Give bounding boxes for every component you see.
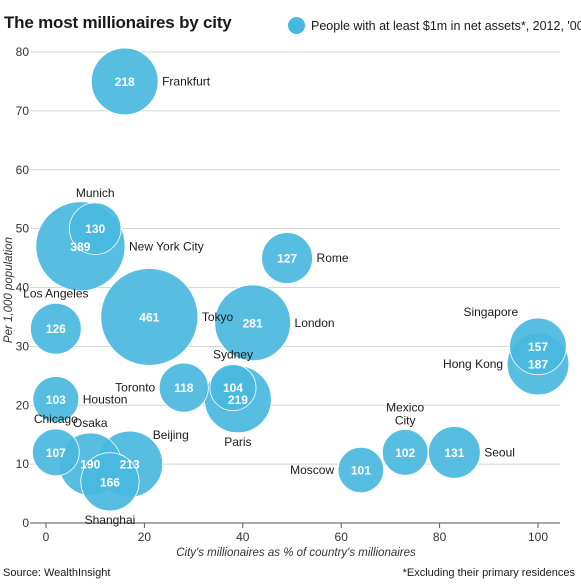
x-tick-80: 80 xyxy=(433,530,447,544)
city-label-shanghai: Shanghai xyxy=(85,513,136,527)
city-label-osaka: Osaka xyxy=(73,416,108,430)
bubble-value-munich: 130 xyxy=(85,222,105,236)
chart-title: The most millionaires by city xyxy=(4,13,232,32)
bubble-value-frankfurt: 218 xyxy=(115,75,135,89)
x-tick-0: 0 xyxy=(43,530,50,544)
city-label-london: London xyxy=(295,316,335,330)
y-axis-ticks: 0 10 20 30 40 50 60 70 80 xyxy=(16,45,30,530)
bubble-value-london: 281 xyxy=(243,316,263,330)
legend-label: People with at least $1m in net assets*,… xyxy=(311,18,581,33)
y-tick-0: 0 xyxy=(22,516,29,530)
bubble-mexico-city xyxy=(381,429,429,476)
bubble-singapore xyxy=(509,317,567,376)
city-label-seoul: Seoul xyxy=(484,445,515,459)
city-label-moscow: Moscow xyxy=(290,463,334,477)
bubble-chicago xyxy=(32,428,80,477)
bubble-value-hong-kong: 187 xyxy=(528,358,548,372)
bubble-value-rome: 127 xyxy=(277,252,297,266)
bubble-seoul xyxy=(428,426,481,479)
city-label-hong-kong: Hong Kong xyxy=(443,357,503,371)
bubble-los-angeles xyxy=(30,302,82,355)
x-tick-60: 60 xyxy=(335,530,349,544)
city-label-chicago: Chicago xyxy=(34,412,78,426)
city-label-tokyo: Tokyo xyxy=(202,310,234,324)
city-label-los-angeles: Los Angeles xyxy=(23,286,88,300)
bubble-houston xyxy=(32,376,80,423)
footnote: *Excluding their primary residences xyxy=(402,567,575,579)
bubble-value-osaka: 190 xyxy=(80,458,100,472)
bubble-rome xyxy=(261,232,313,284)
legend: People with at least $1m in net assets*,… xyxy=(288,17,581,34)
city-label-beijing: Beijing xyxy=(153,428,189,442)
y-tick-80: 80 xyxy=(16,45,30,59)
x-tick-40: 40 xyxy=(236,530,250,544)
city-label-houston: Houston xyxy=(83,392,128,406)
x-axis-ticks: 0 20 40 60 80 100 xyxy=(43,523,548,544)
y-tick-40: 40 xyxy=(16,281,30,295)
y-tick-50: 50 xyxy=(16,222,30,236)
y-tick-20: 20 xyxy=(16,398,30,412)
bubbles xyxy=(30,47,570,512)
x-tick-100: 100 xyxy=(528,530,548,544)
y-tick-30: 30 xyxy=(16,339,30,353)
x-axis-title: City's millionaires as % of country's mi… xyxy=(176,547,416,559)
bubble-tokyo xyxy=(100,268,199,366)
y-tick-10: 10 xyxy=(16,457,30,471)
bubble-value-chicago: 107 xyxy=(46,446,66,460)
bubble-value-los-angeles: 126 xyxy=(46,322,66,336)
bubble-toronto xyxy=(158,362,209,413)
y-tick-70: 70 xyxy=(16,104,30,118)
bubble-value-singapore: 157 xyxy=(528,340,548,354)
city-label-paris: Paris xyxy=(224,435,251,449)
source-note: Source: WealthInsight xyxy=(3,567,111,579)
bubble-value-toronto: 118 xyxy=(174,381,194,395)
city-label-new-york-city: New York City xyxy=(129,239,204,253)
legend-bubble-icon xyxy=(288,17,305,34)
bubble-sydney xyxy=(209,364,257,412)
city-label-frankfurt: Frankfurt xyxy=(162,74,211,88)
bubble-value-moscow: 101 xyxy=(351,464,371,478)
bubble-value-new-york-city: 389 xyxy=(70,240,90,254)
city-label-sydney: Sydney xyxy=(213,348,253,362)
city-label-munich: Munich xyxy=(76,186,115,200)
city-labels: Tokyo New York City London Paris Frankfurt Be… xyxy=(23,74,518,526)
bubble-shanghai xyxy=(80,452,140,512)
bubble-value-sydney: 104 xyxy=(223,381,243,395)
bubble-value-seoul: 131 xyxy=(444,446,464,460)
bubble-values: 461 389 281 219 218 213 190 187 166 157 131 130 127 1… xyxy=(46,75,549,489)
bubble-value-tokyo: 461 xyxy=(139,310,159,324)
bubble-value-houston: 103 xyxy=(46,393,66,407)
bubble-london xyxy=(214,284,291,362)
bubble-value-paris: 219 xyxy=(228,393,248,407)
bubble-value-mexico-city: 102 xyxy=(395,446,415,460)
y-axis-title: Per 1,000 population xyxy=(3,237,15,343)
city-label-rome: Rome xyxy=(317,251,349,265)
city-label-singapore: Singapore xyxy=(463,305,518,319)
bubble-value-beijing: 213 xyxy=(120,458,140,472)
bubble-munich xyxy=(69,202,122,255)
x-tick-20: 20 xyxy=(138,530,152,544)
bubble-frankfurt xyxy=(90,47,159,116)
y-tick-60: 60 xyxy=(16,163,30,177)
city-label-mexico-city: Mexico City xyxy=(386,401,424,428)
city-label-toronto: Toronto xyxy=(115,381,155,395)
bubble-value-shanghai: 166 xyxy=(100,475,120,489)
bubble-moscow xyxy=(337,446,384,494)
